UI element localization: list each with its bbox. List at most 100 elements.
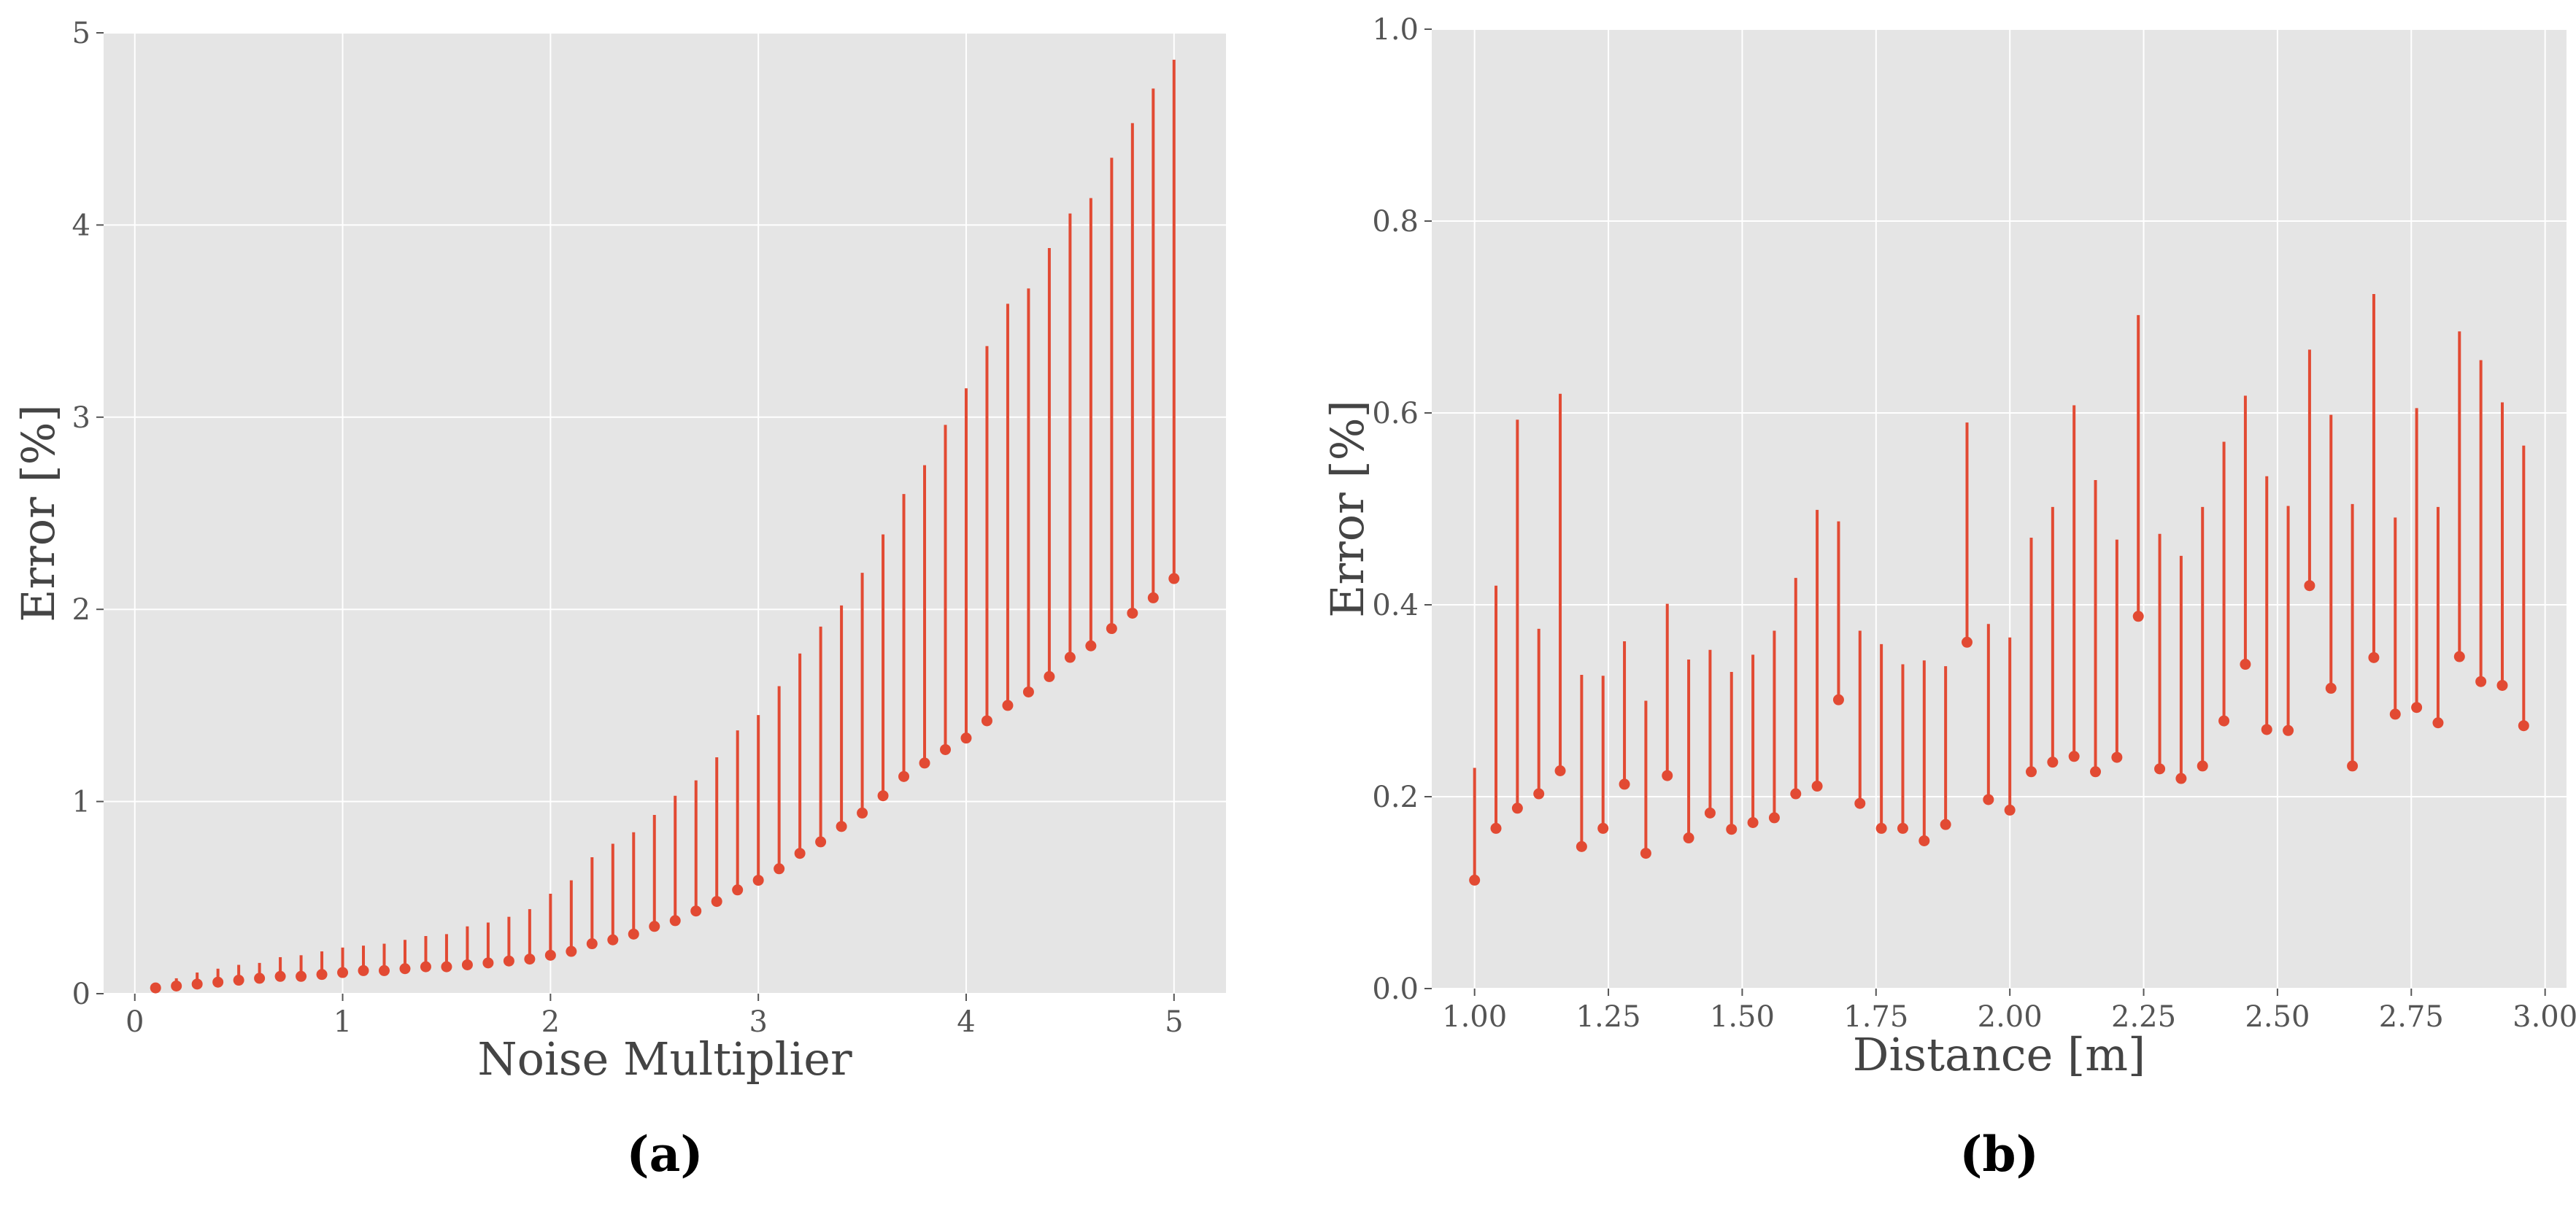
- data-point: [1875, 822, 1887, 834]
- data-point: [544, 949, 556, 961]
- x-tick-label: 1.25: [1576, 1000, 1641, 1034]
- data-point: [774, 863, 785, 875]
- panel-label-b: (b): [1959, 1126, 2039, 1183]
- y-tick-label: 0.4: [1372, 589, 1419, 622]
- y-tick-label: 0: [72, 978, 90, 1011]
- data-point: [794, 848, 806, 859]
- data-point: [1576, 840, 1587, 852]
- data-point: [628, 928, 639, 940]
- data-point: [420, 961, 431, 973]
- data-point: [1085, 640, 1097, 652]
- data-point: [1002, 700, 1014, 711]
- y-tick-label: 5: [72, 17, 90, 50]
- data-point: [2154, 763, 2166, 775]
- data-point: [2004, 804, 2016, 816]
- data-point: [2283, 724, 2294, 736]
- data-point: [2368, 652, 2380, 663]
- data-point: [2197, 760, 2208, 772]
- data-point: [669, 915, 681, 927]
- data-point: [1854, 797, 1866, 809]
- x-tick-label: 1.75: [1843, 1000, 1908, 1034]
- plot-area: [104, 33, 1226, 994]
- data-point: [1897, 822, 1908, 834]
- data-point: [836, 821, 847, 832]
- data-point: [690, 905, 702, 917]
- y-tick-label: 4: [72, 209, 90, 242]
- data-point: [1662, 770, 1673, 781]
- data-point: [2111, 751, 2123, 763]
- data-point: [732, 884, 744, 896]
- x-tick-label: 3.00: [2513, 1000, 2576, 1034]
- x-tick-label: 2.75: [2379, 1000, 2444, 1034]
- data-point: [296, 970, 307, 982]
- panel-b-chart: 1.00 1.25 1.50 1.75 2.00 2.25 2.50 2.75 3.00 0.0 0…: [1321, 13, 2576, 1183]
- data-point: [1940, 819, 1951, 830]
- data-point: [461, 959, 473, 970]
- y-axis-label: Error [%]: [12, 404, 65, 622]
- data-point: [566, 946, 577, 957]
- data-point: [1597, 822, 1609, 834]
- data-point: [2026, 766, 2037, 778]
- data-point: [441, 961, 452, 973]
- data-point: [960, 732, 972, 744]
- x-tick-label: 3: [749, 1005, 767, 1039]
- data-point: [524, 954, 536, 965]
- data-point: [337, 967, 349, 978]
- data-point: [274, 970, 286, 982]
- data-point: [2411, 702, 2423, 714]
- data-point: [2218, 715, 2230, 727]
- data-point: [1983, 794, 1994, 805]
- x-tick-label: 2.50: [2245, 1000, 2310, 1034]
- y-tick-label: 0.2: [1372, 781, 1419, 814]
- y-tick-label: 1.0: [1372, 13, 1419, 47]
- data-point: [649, 921, 660, 932]
- data-point: [877, 790, 889, 802]
- data-point: [1044, 670, 1055, 682]
- panel-a-chart: 0 1 2 3 4 5 0 1 2 3 4 5 Noise Multiplier Error [%] (a): [12, 17, 1226, 1183]
- data-point: [1511, 803, 1523, 814]
- data-point: [399, 963, 411, 975]
- y-tick-label: 0.6: [1372, 397, 1419, 430]
- data-point: [1168, 573, 1180, 584]
- data-point: [482, 957, 494, 969]
- data-point: [1747, 817, 1759, 829]
- data-point: [2453, 651, 2465, 662]
- data-point: [1918, 835, 1930, 846]
- data-point: [981, 715, 992, 727]
- x-tick-label: 1.00: [1442, 1000, 1507, 1034]
- x-tick-label: 2.25: [2111, 1000, 2176, 1034]
- data-point: [503, 955, 514, 967]
- data-point: [1469, 874, 1481, 886]
- data-point: [815, 836, 827, 848]
- data-point: [1554, 765, 1566, 776]
- x-tick-label: 1.50: [1710, 1000, 1775, 1034]
- data-point: [316, 969, 328, 981]
- data-point: [2261, 724, 2272, 735]
- data-point: [2475, 676, 2487, 687]
- data-point: [2240, 659, 2251, 670]
- data-point: [752, 875, 764, 886]
- x-tick-label: 5: [1165, 1005, 1183, 1039]
- data-point: [940, 743, 951, 755]
- data-point: [2068, 751, 2080, 762]
- data-point: [2496, 679, 2508, 691]
- y-tick-label: 2: [72, 593, 90, 627]
- x-axis-label: Noise Multiplier: [477, 1032, 852, 1086]
- data-point: [2047, 757, 2059, 768]
- x-tick-label: 4: [957, 1005, 975, 1039]
- y-axis-label: Error [%]: [1321, 400, 1374, 618]
- y-tick-label: 1: [72, 786, 90, 819]
- data-point: [2175, 773, 2187, 784]
- data-point: [2090, 766, 2102, 778]
- data-point: [711, 896, 722, 908]
- x-tick-label: 0: [126, 1005, 144, 1039]
- data-point: [171, 980, 182, 991]
- x-tick-label: 1: [333, 1005, 352, 1039]
- data-point: [2132, 611, 2144, 622]
- data-point: [2347, 760, 2359, 772]
- data-point: [1490, 822, 1502, 834]
- data-point: [586, 938, 598, 950]
- data-point: [233, 975, 244, 986]
- data-point: [2389, 708, 2401, 720]
